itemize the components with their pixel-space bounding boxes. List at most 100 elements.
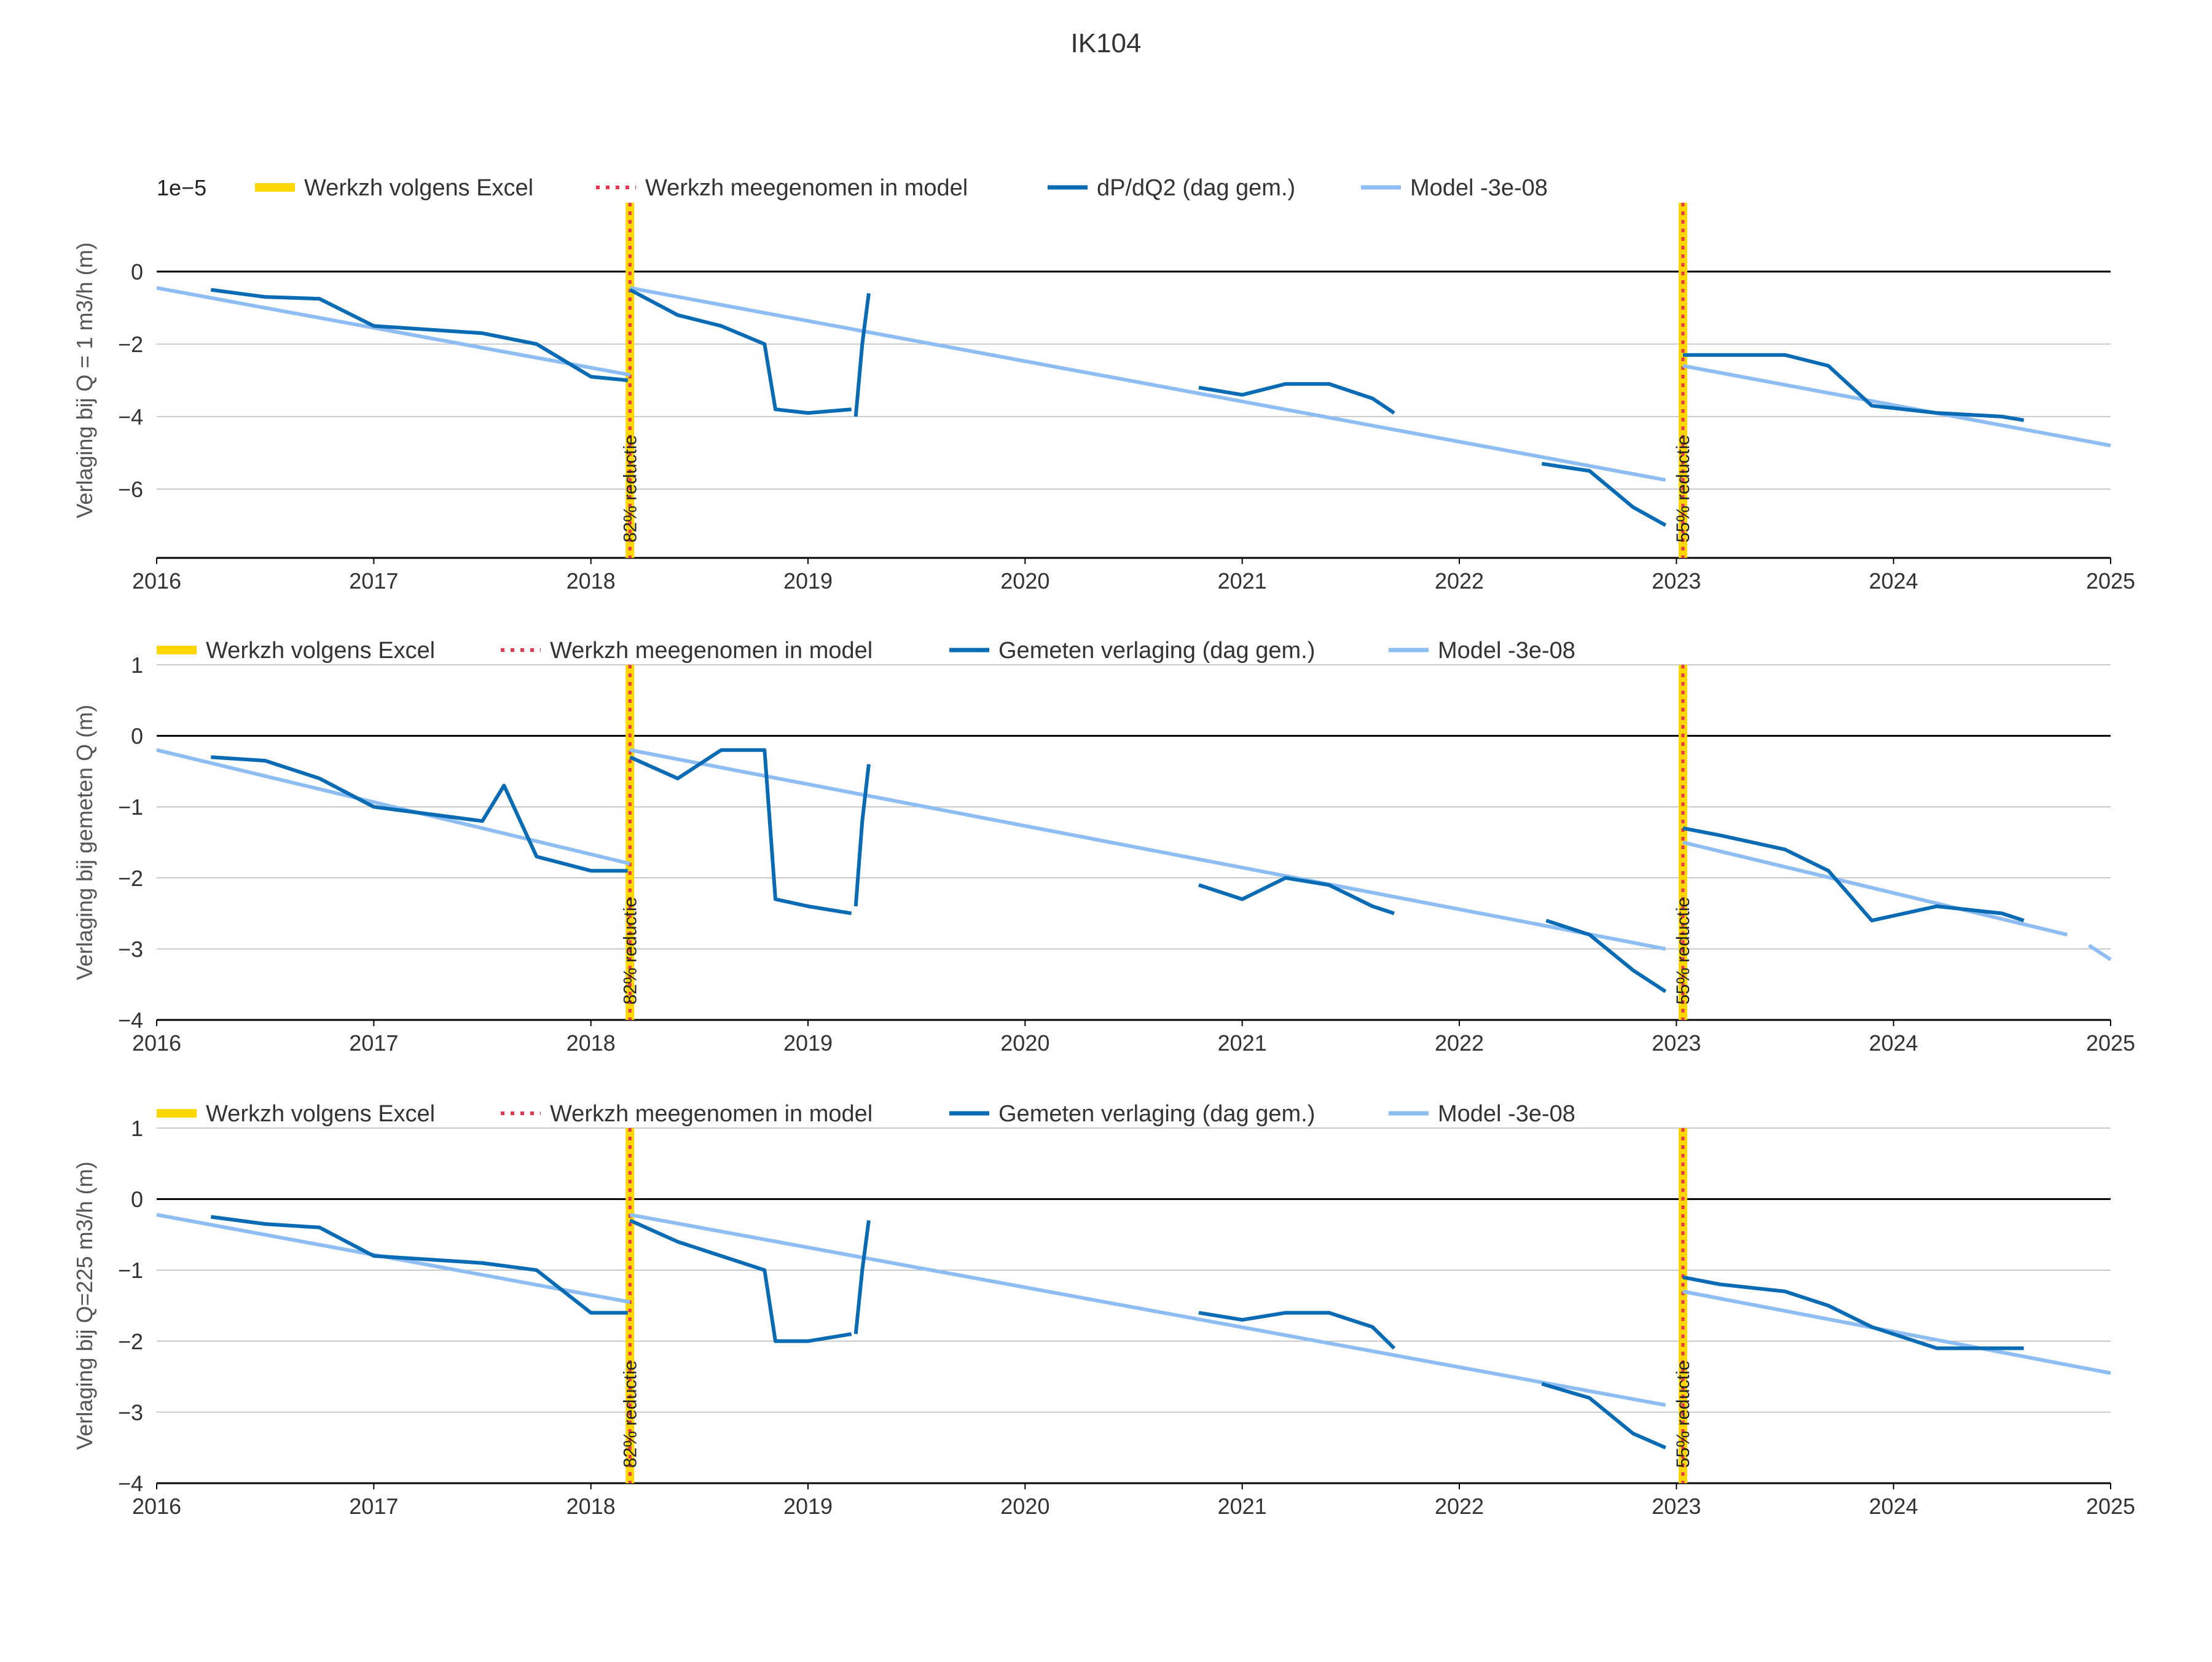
measured-line xyxy=(210,1215,628,1315)
x-tick-label: 2023 xyxy=(1652,1030,1701,1056)
legend-label: Model -3e-08 xyxy=(1438,1101,1575,1127)
x-tick-label: 2025 xyxy=(2086,568,2135,594)
y-tick-label: 1 xyxy=(131,1116,143,1141)
y-tick-label: −2 xyxy=(118,1329,143,1354)
measured-line xyxy=(1198,382,1395,415)
measured-line xyxy=(629,1218,852,1343)
model-line xyxy=(1682,841,2068,937)
x-tick-label: 2020 xyxy=(1000,568,1049,594)
legend-label: Werkzh meegenomen in model xyxy=(645,175,968,201)
x-tick-label: 2021 xyxy=(1218,1030,1267,1056)
measured-line xyxy=(1682,353,2025,422)
measured-line xyxy=(1541,461,1667,527)
y-exponent-label: 1e−5 xyxy=(157,175,206,200)
event-label: 55% reductie xyxy=(1673,1360,1693,1468)
x-tick-label: 2019 xyxy=(783,1030,833,1056)
y-axis-label: Verlaging bij Q = 1 m3/h (m) xyxy=(72,242,97,518)
subplot-1: 0 −2 −4 −6 1e−5 2016 2017 2018 2019 2020 2021 2022 2… xyxy=(72,175,2135,594)
model-line xyxy=(156,748,630,866)
y-tick-label: −4 xyxy=(118,404,143,429)
measured-line xyxy=(1545,919,1667,994)
y-tick-label: −2 xyxy=(118,866,143,891)
x-tick-label: 2019 xyxy=(783,568,833,594)
event-label: 82% reductie xyxy=(620,435,640,543)
measured-line xyxy=(629,288,852,415)
legend: Werkzh volgens Excel Werkzh meegenomen in… xyxy=(157,1101,1575,1127)
legend-label: Gemeten verlaging (dag gem.) xyxy=(998,638,1315,664)
x-tick-label: 2020 xyxy=(1000,1494,1049,1519)
x-tick-label: 2018 xyxy=(567,1030,616,1056)
model-line xyxy=(156,286,630,377)
x-tick-label: 2022 xyxy=(1435,1030,1484,1056)
measured-line xyxy=(211,755,628,873)
y-tick-label: 0 xyxy=(131,259,143,284)
x-tick-label: 2020 xyxy=(1000,1030,1049,1056)
y-axis-label: Verlaging bij Q=225 m3/h (m) xyxy=(72,1161,97,1449)
measured-line xyxy=(1198,1311,1396,1350)
measured-line xyxy=(853,764,871,907)
x-tick-label: 2018 xyxy=(567,1494,616,1519)
y-tick-label: 1 xyxy=(131,653,143,678)
model-line xyxy=(629,286,1666,482)
x-tick-label: 2024 xyxy=(1869,568,1918,594)
x-tick-label: 2017 xyxy=(349,568,398,594)
x-tick-label: 2025 xyxy=(2086,1494,2135,1519)
model-line xyxy=(629,748,1666,951)
x-tick-label: 2023 xyxy=(1652,568,1701,594)
measured-line xyxy=(1198,876,1395,915)
model-line xyxy=(1682,1289,2111,1375)
measured-line xyxy=(629,748,852,915)
x-tick-label: 2017 xyxy=(349,1494,398,1519)
y-tick-label: 0 xyxy=(131,724,143,749)
x-tick-label: 2016 xyxy=(132,1030,181,1056)
y-tick-label: −3 xyxy=(118,1400,143,1425)
measured-line xyxy=(1541,1382,1666,1449)
event-label: 82% reductie xyxy=(620,897,640,1005)
x-tick-label: 2017 xyxy=(349,1030,398,1056)
y-tick-label: −3 xyxy=(118,936,143,962)
y-tick-label: 0 xyxy=(131,1187,143,1212)
y-tick-label: −1 xyxy=(118,1258,143,1283)
x-tick-label: 2022 xyxy=(1435,568,1484,594)
figure-title: IK104 xyxy=(1071,28,1142,58)
x-tick-label: 2024 xyxy=(1869,1030,1918,1056)
legend-label: Model -3e-08 xyxy=(1410,175,1548,201)
legend-label: Werkzh meegenomen in model xyxy=(550,1101,873,1127)
x-tick-label: 2018 xyxy=(567,568,616,594)
y-axis-label: Verlaging bij gemeten Q (m) xyxy=(72,705,97,980)
event-label: 82% reductie xyxy=(620,1360,640,1468)
legend-label: Werkzh volgens Excel xyxy=(206,638,435,664)
legend-label: Werkzh volgens Excel xyxy=(304,175,533,201)
y-tick-label: −4 xyxy=(118,1008,143,1033)
y-tick-label: −4 xyxy=(118,1471,143,1496)
legend-label: Werkzh volgens Excel xyxy=(206,1101,435,1127)
x-tick-label: 2021 xyxy=(1218,568,1267,594)
x-tick-label: 2021 xyxy=(1218,1494,1267,1519)
x-tick-label: 2025 xyxy=(2086,1030,2135,1056)
x-tick-label: 2016 xyxy=(132,1494,181,1519)
measured-line xyxy=(1682,1275,2024,1350)
x-tick-label: 2019 xyxy=(783,1494,833,1519)
y-tick-label: −6 xyxy=(118,477,143,502)
measured-line xyxy=(853,293,871,417)
legend-label: dP/dQ2 (dag gem.) xyxy=(1097,175,1295,201)
model-line xyxy=(629,1213,1666,1407)
legend: Werkzh volgens Excel Werkzh meegenomen in… xyxy=(157,638,1575,664)
legend-label: Gemeten verlaging (dag gem.) xyxy=(998,1101,1315,1127)
event-label: 55% reductie xyxy=(1673,435,1693,543)
x-tick-label: 2023 xyxy=(1652,1494,1701,1519)
y-tick-label: −2 xyxy=(118,332,143,357)
x-tick-label: 2022 xyxy=(1435,1494,1484,1519)
legend-label: Werkzh meegenomen in model xyxy=(550,638,873,664)
x-tick-label: 2024 xyxy=(1869,1494,1918,1519)
model-line xyxy=(2088,944,2112,962)
measured-line xyxy=(210,288,628,382)
model-line xyxy=(1682,364,2111,448)
legend-label: Model -3e-08 xyxy=(1438,638,1575,664)
y-tick-label: −1 xyxy=(118,794,143,820)
x-tick-label: 2016 xyxy=(132,568,181,594)
